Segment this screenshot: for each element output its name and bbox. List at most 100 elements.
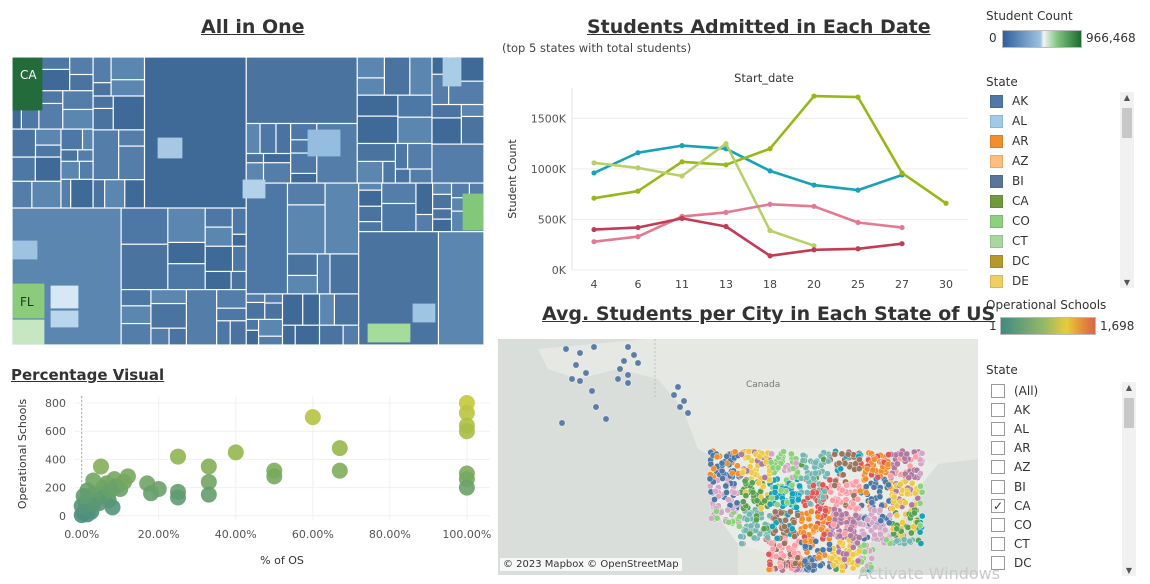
map-city-dot[interactable] xyxy=(812,469,819,477)
map-city-dot[interactable] xyxy=(722,482,730,490)
scroll-down-icon[interactable]: ▼ xyxy=(1125,566,1133,575)
series-line[interactable] xyxy=(593,142,815,247)
treemap-cell[interactable] xyxy=(168,243,205,264)
map-city-dot[interactable] xyxy=(918,512,926,520)
treemap-cell[interactable] xyxy=(357,78,384,95)
treemap-cell[interactable] xyxy=(78,150,93,161)
map-city-dot[interactable] xyxy=(836,538,844,546)
map-city-dot[interactable] xyxy=(826,476,834,484)
state-filter-item[interactable]: DC xyxy=(991,554,1111,573)
series-point[interactable] xyxy=(811,182,817,188)
map-city-dot[interactable] xyxy=(757,504,765,512)
map-city-dot[interactable] xyxy=(826,540,833,548)
map-city-dot[interactable] xyxy=(750,534,758,542)
map-city-dot[interactable] xyxy=(882,536,890,544)
treemap-cell[interactable] xyxy=(21,108,39,129)
scatter-point[interactable] xyxy=(458,423,475,440)
map-city-dot[interactable] xyxy=(624,343,632,351)
map-city-dot[interactable] xyxy=(855,465,863,472)
map-city-dot[interactable] xyxy=(888,505,896,512)
map-city-dot[interactable] xyxy=(769,523,776,530)
treemap-cell[interactable] xyxy=(449,81,484,104)
map-city-dot[interactable] xyxy=(870,483,878,491)
treemap-cell[interactable] xyxy=(36,145,61,157)
treemap-cell[interactable] xyxy=(246,124,260,153)
map-city-dot[interactable] xyxy=(810,482,817,489)
treemap-cell[interactable] xyxy=(36,129,61,145)
map-city-dot[interactable] xyxy=(590,343,598,351)
series-point[interactable] xyxy=(723,223,729,230)
map-city-dot[interactable] xyxy=(862,489,870,496)
scatter-point[interactable] xyxy=(170,448,186,465)
state-legend-item[interactable]: CO xyxy=(990,211,1110,231)
treemap-cell[interactable] xyxy=(283,325,295,345)
map-city-dot[interactable] xyxy=(734,462,741,470)
map-city-dot[interactable] xyxy=(771,488,779,496)
map-city-dot[interactable] xyxy=(684,409,692,417)
checkbox-icon[interactable] xyxy=(991,537,1005,552)
treemap-cell[interactable] xyxy=(283,294,303,325)
treemap-cell[interactable] xyxy=(83,129,93,150)
scatter-point[interactable] xyxy=(200,458,217,475)
state-legend-item[interactable]: CA xyxy=(990,191,1110,211)
treemap-cell[interactable] xyxy=(246,330,258,345)
state-filter[interactable]: (All) AK AL AR AZ BI ✓ CA CO CT DC xyxy=(991,381,1111,573)
map-city-dot[interactable] xyxy=(849,518,857,526)
treemap-cell[interactable] xyxy=(288,183,325,205)
map-city-dot[interactable] xyxy=(893,537,901,545)
series-point[interactable] xyxy=(855,94,861,100)
treemap-cell[interactable] xyxy=(169,328,186,345)
map-city-dot[interactable] xyxy=(756,453,763,461)
map-city-dot[interactable] xyxy=(855,534,863,541)
treemap-cell[interactable] xyxy=(61,150,78,161)
treemap-cell[interactable] xyxy=(246,319,258,330)
series-point[interactable] xyxy=(679,173,685,179)
treemap-cell[interactable] xyxy=(343,325,359,345)
treemap-cell[interactable] xyxy=(93,180,105,208)
map-city-dot[interactable] xyxy=(788,482,796,489)
map-city-dot[interactable] xyxy=(801,557,809,565)
state-filter-item[interactable]: CT xyxy=(991,535,1111,554)
map-city-dot[interactable] xyxy=(864,516,871,524)
map-city-dot[interactable] xyxy=(814,513,822,521)
map-city-dot[interactable] xyxy=(739,469,746,476)
series-point[interactable] xyxy=(811,93,817,99)
scroll-up-icon[interactable]: ▲ xyxy=(1123,93,1131,102)
series-point[interactable] xyxy=(899,224,905,231)
map-city-dot[interactable] xyxy=(844,451,852,458)
treemap-cell[interactable] xyxy=(121,244,168,289)
treemap-cell[interactable] xyxy=(111,57,144,80)
map-city-dot[interactable] xyxy=(820,530,828,538)
map-credit[interactable]: © 2023 Mapbox © OpenStreetMap xyxy=(500,558,682,571)
treemap-cell[interactable] xyxy=(320,294,334,325)
map-city-dot[interactable] xyxy=(789,465,797,472)
map-city-dot[interactable] xyxy=(856,520,864,528)
treemap-cell[interactable] xyxy=(12,108,21,129)
map-city-dot[interactable] xyxy=(738,451,745,458)
treemap-cell[interactable] xyxy=(63,91,93,109)
treemap-cell[interactable] xyxy=(231,272,246,289)
map-city-dot[interactable] xyxy=(774,501,781,508)
map-city-dot[interactable] xyxy=(916,528,924,536)
state-legend-scrollbar[interactable]: ▲ ▼ xyxy=(1120,92,1134,288)
map-city-dot[interactable] xyxy=(768,540,775,547)
map-city-dot[interactable] xyxy=(812,459,819,466)
map-city-dot[interactable] xyxy=(634,359,642,367)
map-city-dot[interactable] xyxy=(568,375,576,383)
treemap-cell[interactable] xyxy=(359,222,382,232)
map-city-dot[interactable] xyxy=(815,554,823,561)
map-city-dot[interactable] xyxy=(842,496,850,503)
treemap-cell[interactable] xyxy=(61,161,79,179)
map-city-dot[interactable] xyxy=(841,555,848,563)
series-point[interactable] xyxy=(899,241,905,247)
treemap-cell[interactable] xyxy=(264,163,291,183)
map-city-dot[interactable] xyxy=(768,450,775,458)
treemap-cell[interactable] xyxy=(12,283,45,319)
treemap-cell[interactable] xyxy=(50,285,79,309)
treemap-cell[interactable] xyxy=(61,129,82,150)
map-city-dot[interactable] xyxy=(680,397,688,405)
state-filter-item[interactable]: ✓ CA xyxy=(991,496,1111,515)
map-city-dot[interactable] xyxy=(753,516,760,524)
checkbox-icon[interactable] xyxy=(991,460,1005,475)
map-city-dot[interactable] xyxy=(781,523,788,530)
